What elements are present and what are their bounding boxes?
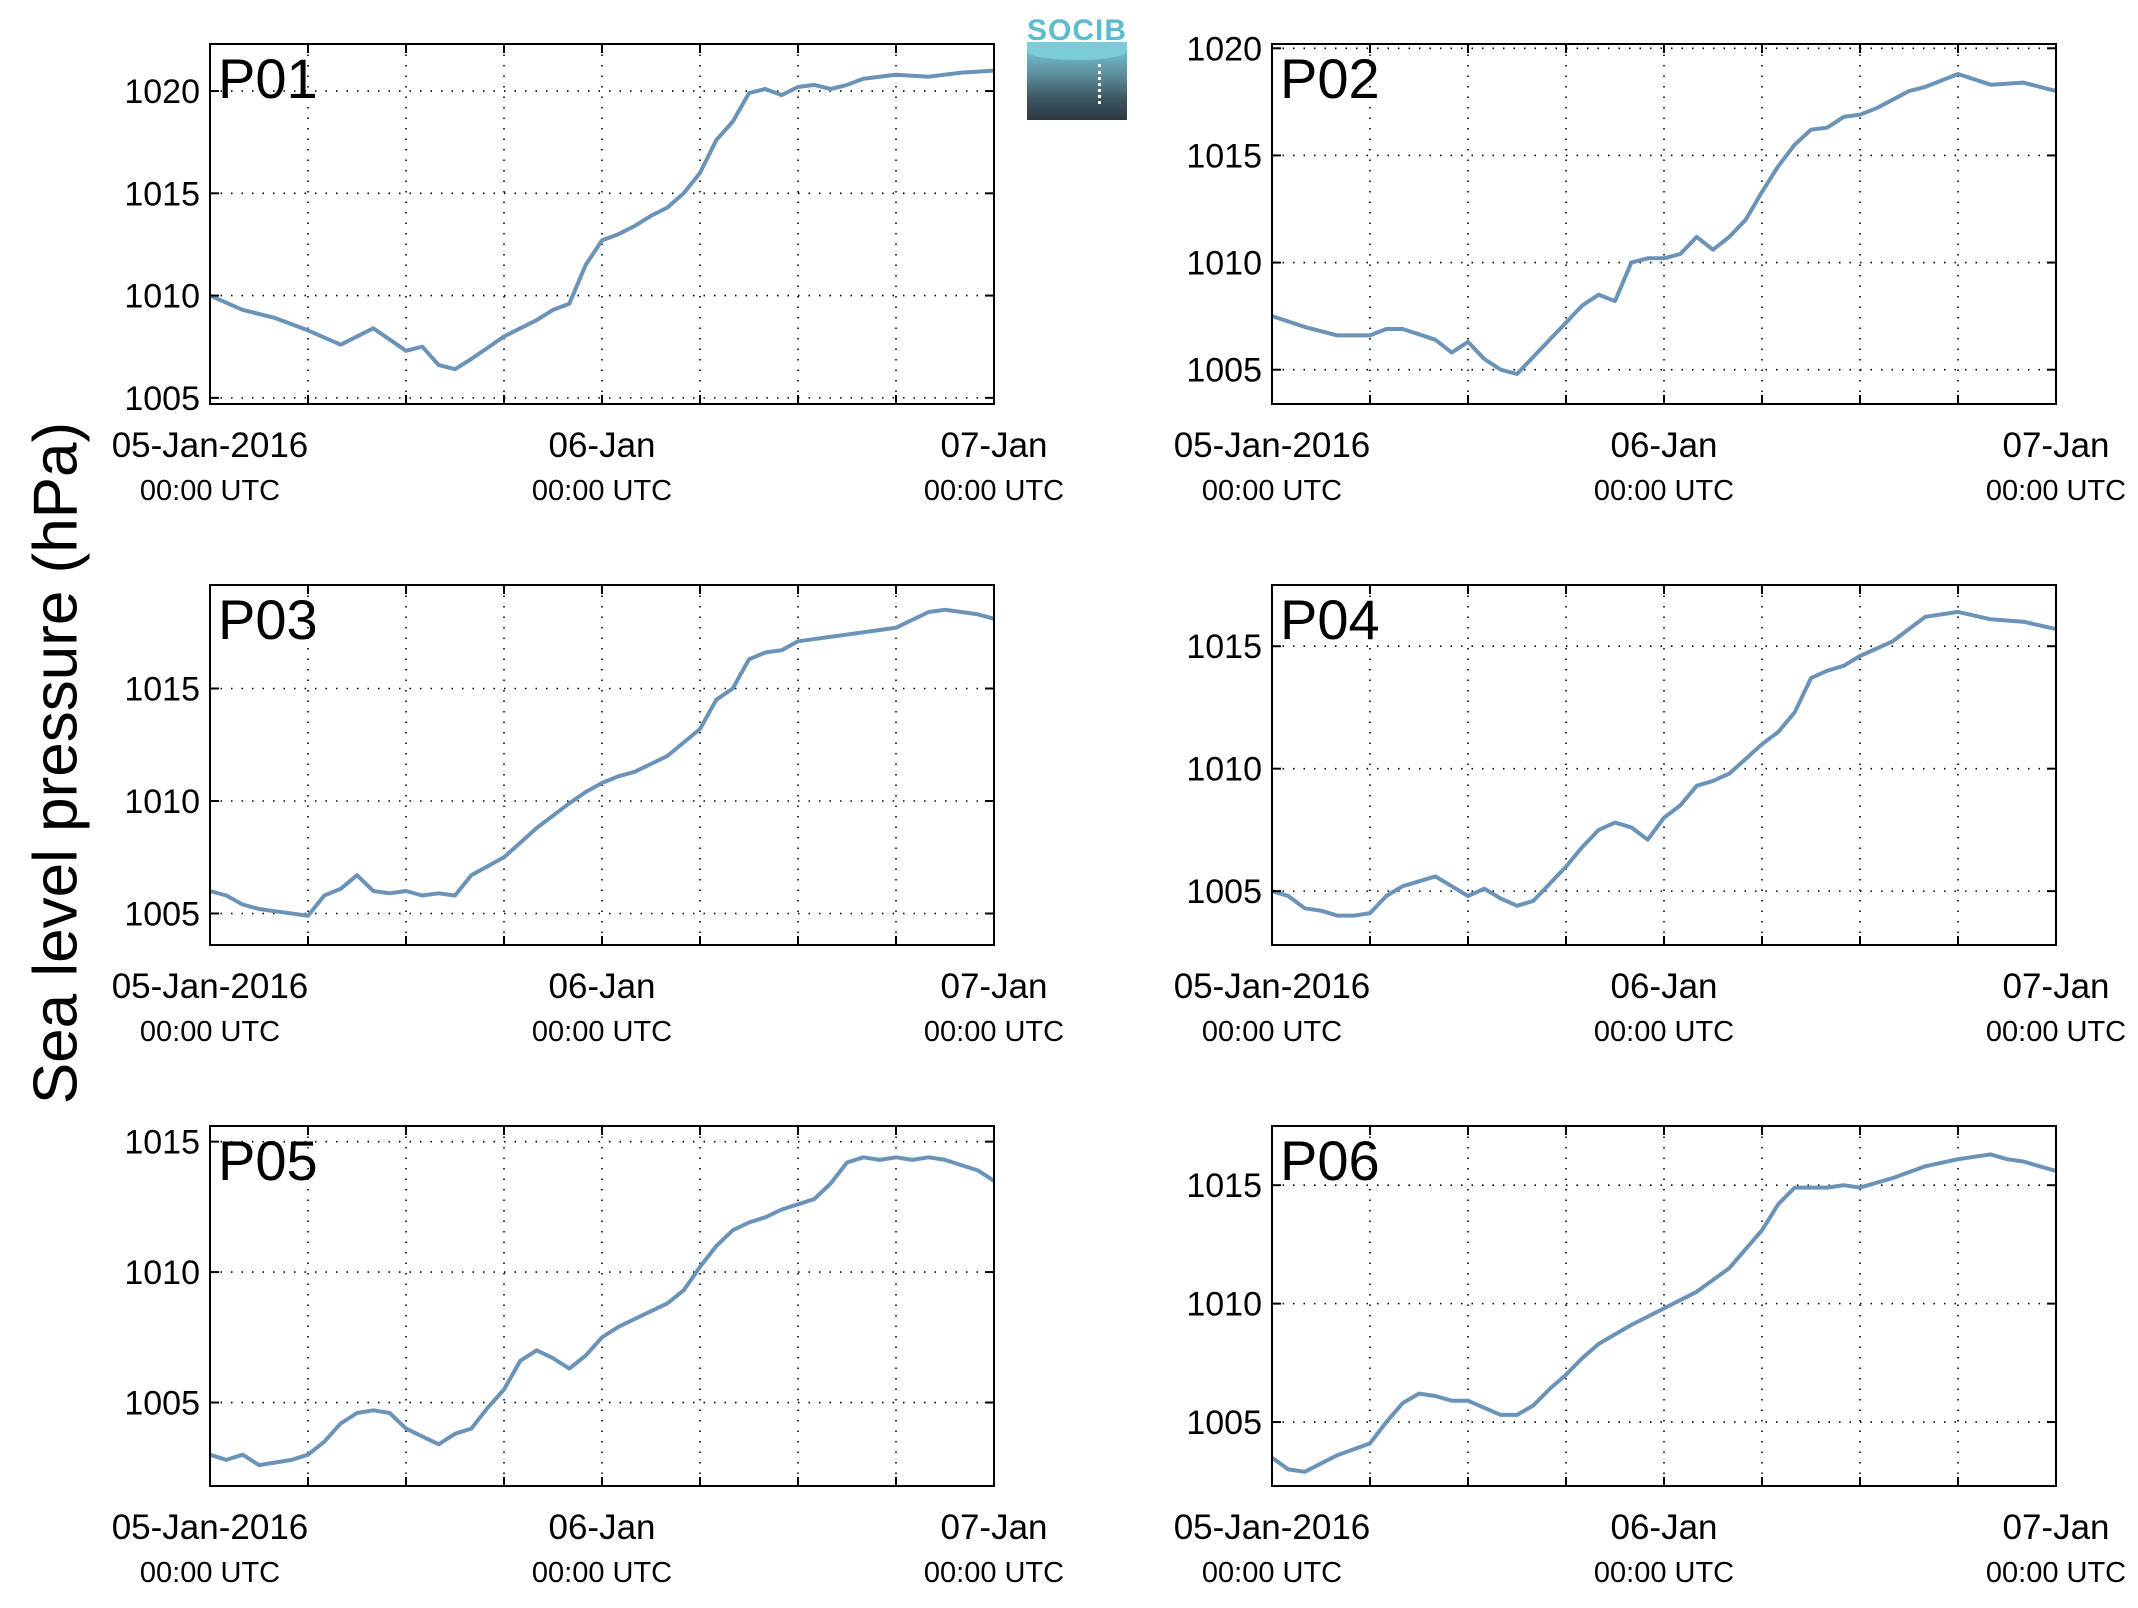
y-tick-label: 1010 [124,1254,200,1292]
x-tick-label-time: 00:00 UTC [532,1557,672,1589]
panel-title: P05 [218,1129,318,1192]
x-tick-label-time: 00:00 UTC [1986,475,2126,507]
x-tick-label-date: 07-Jan [2002,1508,2109,1547]
y-tick-label: 1005 [1186,873,1262,911]
x-tick-label-date: 05-Jan-2016 [112,967,309,1006]
x-tick-label-time: 00:00 UTC [924,1557,1064,1589]
x-tick-label-time: 00:00 UTC [1594,1557,1734,1589]
x-tick-label-time: 00:00 UTC [1594,1016,1734,1048]
x-tick-label-date: 05-Jan-2016 [112,1508,309,1547]
x-tick-label-date: 05-Jan-2016 [1174,967,1371,1006]
logo-dash [1098,64,1101,104]
x-tick-label-date: 05-Jan-2016 [1174,1508,1371,1547]
y-tick-label: 1005 [124,1385,200,1423]
y-tick-label: 1015 [1186,1167,1262,1205]
y-tick-label: 1005 [1186,352,1262,390]
x-tick-label-time: 00:00 UTC [1986,1557,2126,1589]
x-tick-label-date: 05-Jan-2016 [112,426,309,465]
x-tick-label-time: 00:00 UTC [532,475,672,507]
pressure-series-line [1270,1152,2057,1474]
chart-panel-p01: 1005 1010 1015 1020 05-Jan-2016 00:00 UTC 06-J… [112,43,1064,507]
x-tick-label-date: 06-Jan [1610,426,1717,465]
panel-title: P02 [1280,47,1380,110]
x-tick-label-date: 06-Jan [1610,967,1717,1006]
y-tick-label: 1015 [124,1124,200,1162]
chart-panel-p02: 1005 1010 1015 1020 05-Jan-2016 00:00 UTC 06-J… [1174,30,2126,507]
panel-title: P03 [218,588,318,651]
x-tick-label-date: 06-Jan [1610,1508,1717,1547]
panel-title: P06 [1280,1129,1380,1192]
pressure-series-line [1271,609,2057,918]
chart-panel-p05: 1005 1010 1015 05-Jan-2016 00:00 UTC 06-Jan 00… [112,1124,1064,1589]
x-tick-label-date: 07-Jan [940,426,1047,465]
logo-text: SOCIB [1027,14,1128,47]
x-tick-label-time: 00:00 UTC [1986,1016,2126,1048]
x-tick-label-date: 07-Jan [940,1508,1047,1547]
y-tick-label: 1020 [1186,30,1262,68]
pressure-series-line [209,1155,996,1468]
x-tick-label-date: 07-Jan [2002,967,2109,1006]
x-tick-label-time: 00:00 UTC [1594,475,1734,507]
x-tick-label-time: 00:00 UTC [924,1016,1064,1048]
panel-title: P04 [1280,588,1380,651]
x-tick-label-time: 00:00 UTC [1202,1557,1342,1589]
x-tick-label-time: 00:00 UTC [140,1557,280,1589]
x-tick-label-date: 07-Jan [2002,426,2109,465]
x-tick-label-time: 00:00 UTC [1202,475,1342,507]
y-tick-label: 1015 [124,175,200,213]
y-tick-label: 1010 [1186,1286,1262,1324]
y-tick-label: 1015 [1186,628,1262,666]
x-tick-label-time: 00:00 UTC [924,475,1064,507]
y-tick-label: 1020 [124,73,200,111]
x-tick-label-time: 00:00 UTC [1202,1016,1342,1048]
pressure-series-line [1271,72,2057,376]
y-tick-label: 1015 [1186,137,1262,175]
x-tick-label-date: 06-Jan [548,967,655,1006]
x-tick-label-time: 00:00 UTC [532,1016,672,1048]
chart-panel-p06: 1005 1010 1015 05-Jan-2016 00:00 UTC 06-Jan 00… [1174,1125,2126,1589]
chart-panel-p03: 1005 1010 1015 05-Jan-2016 00:00 UTC 06-Jan 00… [112,584,1064,1048]
y-tick-label: 1005 [1186,1404,1262,1442]
logo-wave [1027,42,1127,60]
panel-title: P01 [218,47,318,110]
pressure-series-line [209,607,995,918]
x-tick-label-date: 06-Jan [548,1508,655,1547]
socib-logo: SOCIB [1027,14,1127,120]
y-tick-label: 1010 [1186,245,1262,283]
x-tick-label-time: 00:00 UTC [140,1016,280,1048]
x-tick-label-time: 00:00 UTC [140,475,280,507]
pressure-series-line [209,68,995,372]
panels-layer: 1005 1010 1015 1020 05-Jan-2016 00:00 UTC 06-J… [112,30,2126,1589]
y-tick-label: 1005 [124,896,200,934]
y-tick-label: 1010 [1186,751,1262,789]
x-tick-label-date: 07-Jan [940,967,1047,1006]
x-tick-label-date: 05-Jan-2016 [1174,426,1371,465]
y-tick-label: 1005 [124,380,200,418]
y-tick-label: 1015 [124,671,200,709]
chart-panel-p04: 1005 1010 1015 05-Jan-2016 00:00 UTC 06-Jan 00… [1174,584,2126,1048]
y-tick-label: 1010 [124,278,200,316]
y-tick-label: 1010 [124,783,200,821]
x-tick-label-date: 06-Jan [548,426,655,465]
logo-badge [1027,50,1127,120]
